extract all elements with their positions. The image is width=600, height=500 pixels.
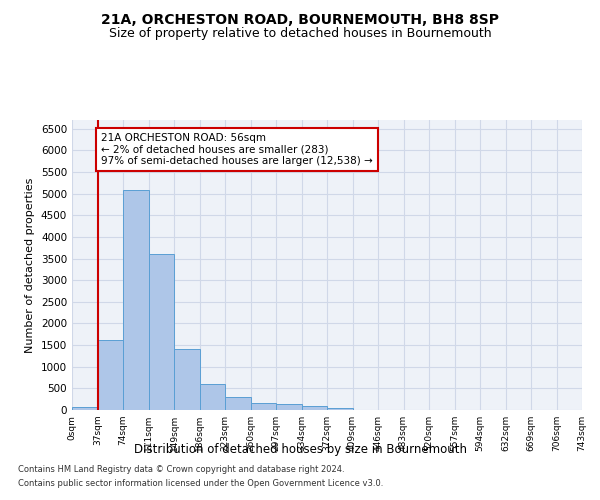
Text: Contains HM Land Registry data © Crown copyright and database right 2024.: Contains HM Land Registry data © Crown c… — [18, 466, 344, 474]
Bar — [276, 404, 302, 410]
Bar — [97, 340, 123, 410]
Bar — [72, 407, 97, 410]
Text: Size of property relative to detached houses in Bournemouth: Size of property relative to detached ho… — [109, 28, 491, 40]
Bar — [123, 190, 149, 410]
Text: 21A, ORCHESTON ROAD, BOURNEMOUTH, BH8 8SP: 21A, ORCHESTON ROAD, BOURNEMOUTH, BH8 8S… — [101, 12, 499, 26]
Text: 21A ORCHESTON ROAD: 56sqm
← 2% of detached houses are smaller (283)
97% of semi-: 21A ORCHESTON ROAD: 56sqm ← 2% of detach… — [101, 133, 373, 166]
Bar — [174, 350, 199, 410]
Y-axis label: Number of detached properties: Number of detached properties — [25, 178, 35, 352]
Bar — [199, 384, 225, 410]
Bar — [327, 408, 353, 410]
Bar — [251, 404, 276, 410]
Bar — [302, 406, 327, 410]
Bar — [225, 398, 251, 410]
Text: Contains public sector information licensed under the Open Government Licence v3: Contains public sector information licen… — [18, 479, 383, 488]
Bar — [149, 254, 174, 410]
Text: Distribution of detached houses by size in Bournemouth: Distribution of detached houses by size … — [133, 442, 467, 456]
